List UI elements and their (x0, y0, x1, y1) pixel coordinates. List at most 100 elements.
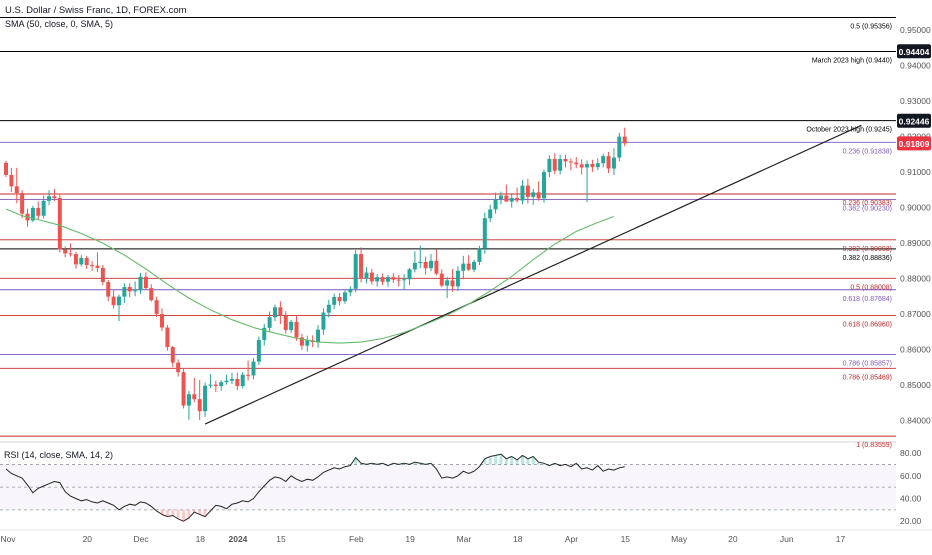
price-badge (897, 113, 931, 128)
candle-body (488, 209, 493, 219)
candle-body (611, 157, 616, 169)
time-tick-label: 19 (405, 534, 415, 544)
candle-body (100, 267, 105, 283)
time-tick-label: 18 (196, 534, 206, 544)
rsi-line (5, 453, 625, 522)
candle-body (445, 280, 450, 286)
rsi-tick-label: 80.00 (900, 448, 922, 458)
candle-body (251, 361, 256, 376)
candle-body (41, 200, 46, 216)
candle-body (84, 257, 89, 266)
rsi-indicator-label[interactable]: RSI (14, close, SMA, 14, 2) (4, 450, 113, 460)
candle-body (278, 307, 283, 316)
price-tick-label: 0.90000 (900, 203, 931, 213)
time-tick-label: Nov (0, 534, 16, 544)
time-tick-label: May (671, 534, 688, 544)
candle-body (429, 260, 434, 269)
price-axis: 0.950000.940000.930000.920000.910000.900… (0, 25, 931, 443)
candle-body (391, 277, 396, 280)
candle-body (116, 296, 121, 306)
candle-body (246, 374, 251, 376)
candle-body (542, 172, 546, 199)
candle-body (509, 198, 514, 202)
candle-body (342, 292, 347, 302)
candle-body (235, 378, 240, 387)
time-axis[interactable]: Nov 20 Dec 18 2024 15 Feb 19 Mar 18 Apr 15 May 20 Jun 1… (0, 529, 932, 544)
candle-body (68, 253, 73, 255)
time-tick-label: 15 (621, 534, 631, 544)
candle-body (176, 362, 181, 373)
rsi-tick-label: 40.00 (900, 493, 922, 503)
candle-body (380, 277, 385, 282)
candles (4, 127, 627, 421)
level-label: 0.236 (0.91838) (843, 148, 892, 155)
trendline (204, 124, 862, 425)
candle-body (498, 195, 503, 200)
candle-body (52, 196, 57, 198)
candle-body (73, 254, 78, 265)
candle-body (181, 372, 186, 406)
candle-body (63, 249, 68, 254)
candle-body (122, 287, 127, 297)
candle-body (515, 198, 520, 201)
candle-body (450, 280, 455, 287)
candle-body (208, 384, 213, 386)
price-tick-label: 0.84000 (900, 415, 931, 425)
candle-body (170, 347, 175, 363)
candle-body (407, 269, 412, 280)
candle-body (9, 174, 14, 187)
candle-body (622, 136, 627, 144)
price-badge-label: 0.91809 (899, 139, 930, 149)
candle-body (57, 198, 62, 250)
candle-body (326, 304, 331, 313)
candle-body (477, 248, 482, 262)
trendline-layer (204, 124, 862, 425)
time-tick-label: Dec (134, 534, 150, 544)
candle-body (396, 279, 401, 281)
candle-body (574, 162, 579, 165)
candle-body (595, 163, 600, 168)
price-tick-label: 0.94000 (900, 61, 931, 71)
candle-body (316, 329, 321, 343)
level-label: 0.786 (0.85469) (843, 374, 892, 381)
candle-body (385, 277, 390, 282)
time-tick-label: 20 (83, 534, 93, 544)
horizontal-levels (0, 17, 896, 437)
candle-body (579, 164, 584, 168)
candle-body (143, 276, 148, 289)
price-tick-label: 0.95000 (900, 25, 931, 35)
candle-body (111, 296, 116, 306)
candle-body (493, 199, 498, 210)
candle-body (229, 378, 234, 381)
candle-body (348, 288, 353, 293)
candle-body (95, 265, 100, 268)
time-tick-label: 2024 (228, 534, 247, 544)
level-label: 0.382 (0.90230) (843, 205, 892, 212)
price-tick-label: 0.85000 (900, 380, 931, 390)
candle-body (359, 254, 364, 279)
price-tick-label: 0.93000 (900, 96, 931, 106)
candle-body (369, 272, 374, 282)
candle-body (606, 156, 611, 169)
candle-body (106, 282, 111, 297)
time-tick-label: Jun (780, 534, 794, 544)
candle-body (547, 158, 552, 173)
candle-body (36, 207, 41, 216)
candle-body (192, 394, 197, 400)
candle-body (418, 261, 423, 263)
candle-body (14, 186, 19, 194)
candle-body (375, 277, 380, 282)
time-tick-label: 20 (728, 534, 738, 544)
candle-body (525, 185, 530, 197)
candle-body (601, 156, 606, 164)
candle-body (472, 261, 477, 270)
level-label: March 2023 high (0.9440) (812, 57, 892, 64)
level-label: 0.618 (0.87684) (843, 296, 892, 303)
candle-body (273, 307, 277, 318)
candle-body (423, 261, 428, 269)
candle-body (160, 314, 165, 328)
candle-body (203, 385, 208, 412)
candle-body (617, 136, 622, 158)
sma-indicator-label[interactable]: SMA (50, close, 0, SMA, 5) (5, 19, 113, 29)
